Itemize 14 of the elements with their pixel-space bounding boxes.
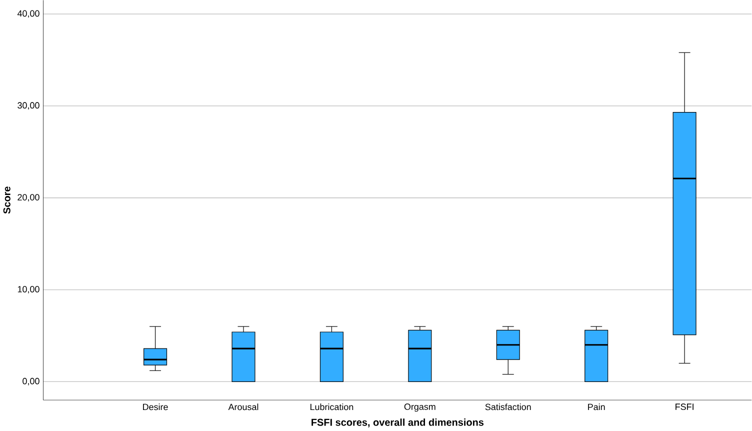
y-tick-label: 30,00 [18, 102, 40, 110]
x-tick-label: Satisfaction [485, 404, 531, 410]
y-tick-label: 10,00 [18, 286, 40, 294]
y-axis-title: Score [3, 186, 10, 214]
y-tick-label: 0,00 [22, 378, 40, 386]
x-tick-label: Orgasm [404, 404, 436, 412]
x-tick-label: Desire [143, 404, 168, 410]
y-tick-label: 40,00 [17, 10, 40, 18]
x-tick-label: Lubrication [310, 404, 354, 410]
y-tick-label: 20,00 [18, 194, 40, 202]
x-tick-label: Arousal [228, 404, 258, 410]
x-tick-label: FSFI [676, 404, 694, 410]
x-tick-label: Pain [588, 404, 605, 410]
x-axis-title: FSFI scores, overall and dimensions [312, 418, 484, 428]
